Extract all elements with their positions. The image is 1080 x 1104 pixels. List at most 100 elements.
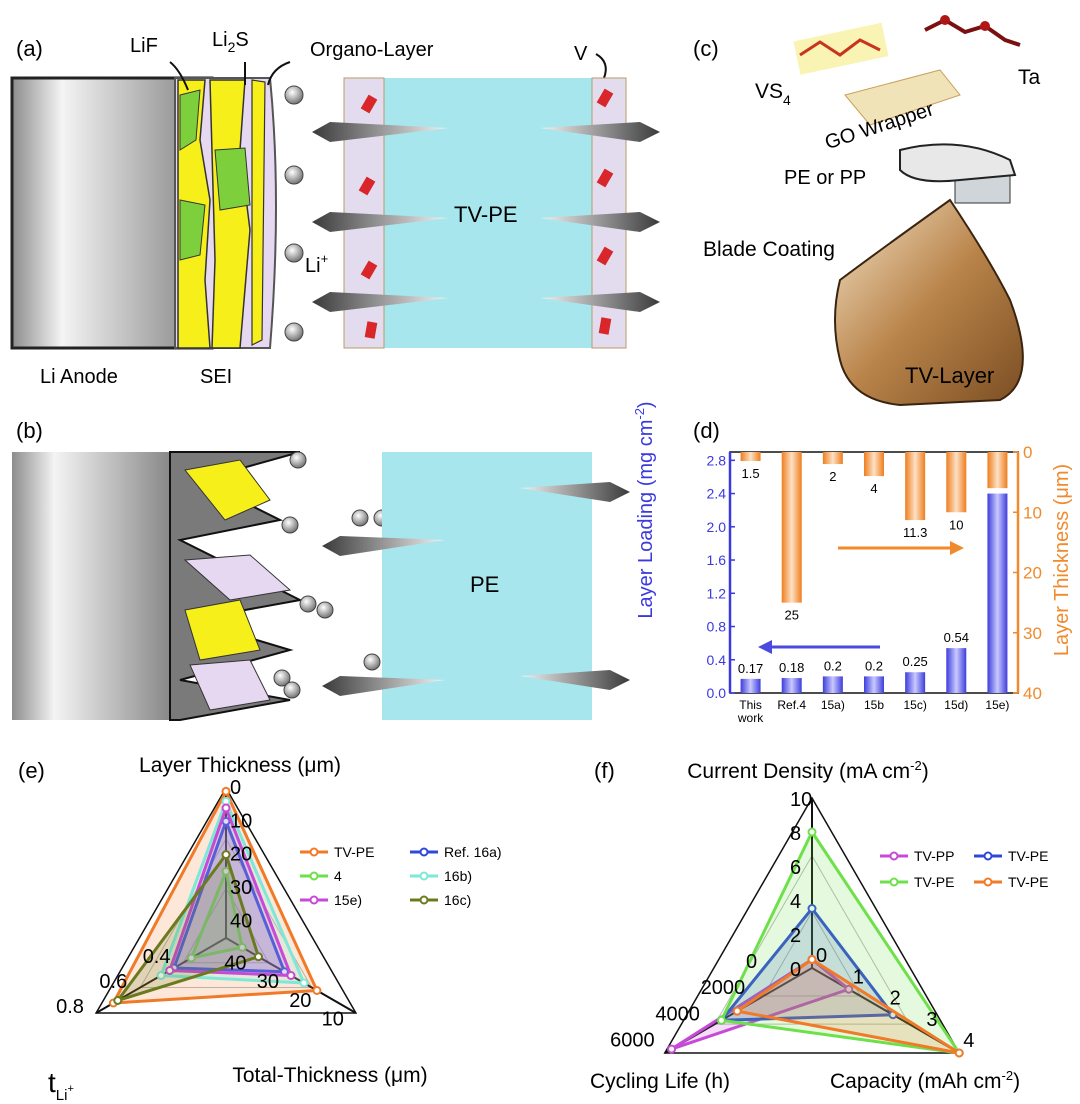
arrow-right	[540, 212, 660, 232]
d-bar-thickness-label: 4	[870, 481, 877, 496]
d-xtick-label: work	[737, 711, 764, 725]
e-point	[113, 996, 123, 1005]
e-legend-label: 15e)	[334, 892, 362, 908]
f-legend-label: TV-PE	[1008, 874, 1048, 890]
vs4-marker	[598, 317, 612, 335]
d-bar-loading-label: 0.25	[902, 654, 927, 669]
f-legend-marker	[889, 851, 899, 861]
ta-label: Ta	[1018, 66, 1041, 89]
vs4-markers	[358, 88, 614, 339]
f-series-3	[733, 957, 961, 1055]
d-xtick-label: 15e)	[985, 698, 1009, 712]
e-point	[221, 803, 231, 813]
tv-layer-film	[834, 198, 1024, 407]
d-bar-loading-label: 0.17	[738, 661, 763, 676]
sei-label: SEI	[200, 366, 232, 388]
tv-layer-label: TV-Layer	[905, 363, 994, 388]
d-bar-thickness	[987, 452, 1008, 489]
li-ion-ball	[283, 681, 301, 699]
e-series-4	[167, 803, 294, 978]
d-y2tick-label: 40	[1023, 684, 1042, 703]
vs4-marker	[596, 246, 614, 266]
vs4-marker	[596, 168, 614, 188]
li-ion-label: Li+	[305, 251, 328, 277]
d-bar-thickness	[864, 452, 884, 477]
e-legend-marker	[309, 895, 319, 905]
d-y2tick-label: 10	[1023, 503, 1042, 522]
panel-f-label: (f)	[594, 758, 615, 783]
vs4-marker	[364, 321, 378, 339]
d-bar-thickness	[822, 452, 843, 465]
d-bar-loading-label: 0.2	[824, 658, 842, 673]
f-point	[807, 827, 817, 837]
tvpe-label: TV-PE	[454, 202, 518, 227]
d-bar-loading	[987, 493, 1008, 693]
li-ion-ball	[351, 509, 369, 527]
d-ytick-label: 0.0	[707, 685, 727, 701]
e-legend-label: 16b)	[444, 868, 472, 884]
panel-e-label: (e)	[18, 758, 45, 783]
d-xtick-label: This	[739, 698, 762, 712]
pe-label: PE	[470, 572, 499, 597]
d-y2tick-label: 0	[1023, 443, 1032, 462]
d-xtick-label: 15d)	[944, 698, 968, 712]
e-tick-layer: 0	[230, 777, 241, 799]
dead-li-lilac	[183, 554, 292, 601]
d-xtick-label: 15b	[864, 698, 884, 712]
vs4-label: VS4	[755, 80, 791, 108]
go-wrapper-shape	[844, 69, 961, 126]
e-legend-marker	[419, 895, 429, 905]
v-label: V	[574, 43, 588, 65]
vs4-main: VS	[755, 80, 783, 103]
d-bar-thickness-label: 2	[829, 469, 836, 484]
ta-molecule	[924, 15, 1021, 47]
d-bar-loading-label: 0.2	[865, 658, 883, 673]
d-bar-loading	[905, 672, 926, 693]
f-axis-top: Current Density (mA cm-2)	[687, 758, 928, 783]
li-ion-ball	[284, 165, 304, 185]
arrow-left	[312, 122, 448, 142]
pe-film-roll	[899, 143, 1017, 183]
d-bar-thickness	[905, 452, 926, 521]
e-tick-tli: 0.6	[99, 971, 127, 993]
li-anode-block-b	[12, 452, 182, 720]
d-bar-thickness-label: 1.5	[742, 466, 760, 481]
d-arrow-left-axis-head	[758, 640, 772, 654]
f-tick-current: 0	[790, 959, 801, 981]
f-point	[807, 904, 817, 913]
e-point	[221, 850, 231, 860]
arrow-left	[322, 536, 445, 556]
d-bar-loading	[822, 676, 843, 693]
sei-green-grain	[179, 199, 206, 261]
f-point	[844, 984, 854, 994]
panel-b: (b) PE	[12, 418, 630, 721]
d-bar-loading-label: 0.54	[944, 630, 969, 645]
li-ion-sup: +	[321, 251, 329, 266]
f-legend-label: TV-PE	[914, 874, 954, 890]
panel-c-label: (c)	[693, 36, 719, 61]
dead-li-lilac	[189, 659, 271, 711]
e-frame	[94, 786, 358, 1014]
f-point	[807, 955, 817, 964]
chart-e: TV-PE Ref. 16a) 4 16b) 15e) 16c) 0 10 20 30 40 10 20…	[56, 777, 501, 1031]
f-legend-marker	[983, 851, 993, 861]
f-series-2	[719, 828, 963, 1055]
d-ylabel: Layer Loading (mg cm-2)	[632, 401, 657, 618]
e-point	[299, 978, 309, 988]
vs4-marker	[358, 176, 376, 196]
e-legend-label: 16c)	[444, 892, 471, 908]
e-tick-total: 40	[224, 952, 246, 974]
e-axis-top: Layer Thickness (μm)	[139, 754, 341, 777]
li-ion-main: Li	[305, 255, 321, 277]
sei-yellow-grain	[209, 79, 251, 349]
li2s-label: Li2S	[212, 29, 249, 55]
d-y2label: Layer Thickness (μm)	[1051, 464, 1073, 656]
li2s-sub: 2	[228, 39, 236, 55]
panel-d: (d) Layer Loading (mg cm-2) Layer Thickn…	[632, 401, 1073, 725]
li2s-tail: S	[235, 29, 248, 51]
f-tick-current: 4	[790, 891, 801, 913]
d-bar-loading	[864, 676, 884, 693]
e-point	[286, 971, 296, 980]
f-tick-cycling: 4000	[655, 1003, 700, 1025]
d-ytick-label: 1.6	[707, 552, 727, 568]
